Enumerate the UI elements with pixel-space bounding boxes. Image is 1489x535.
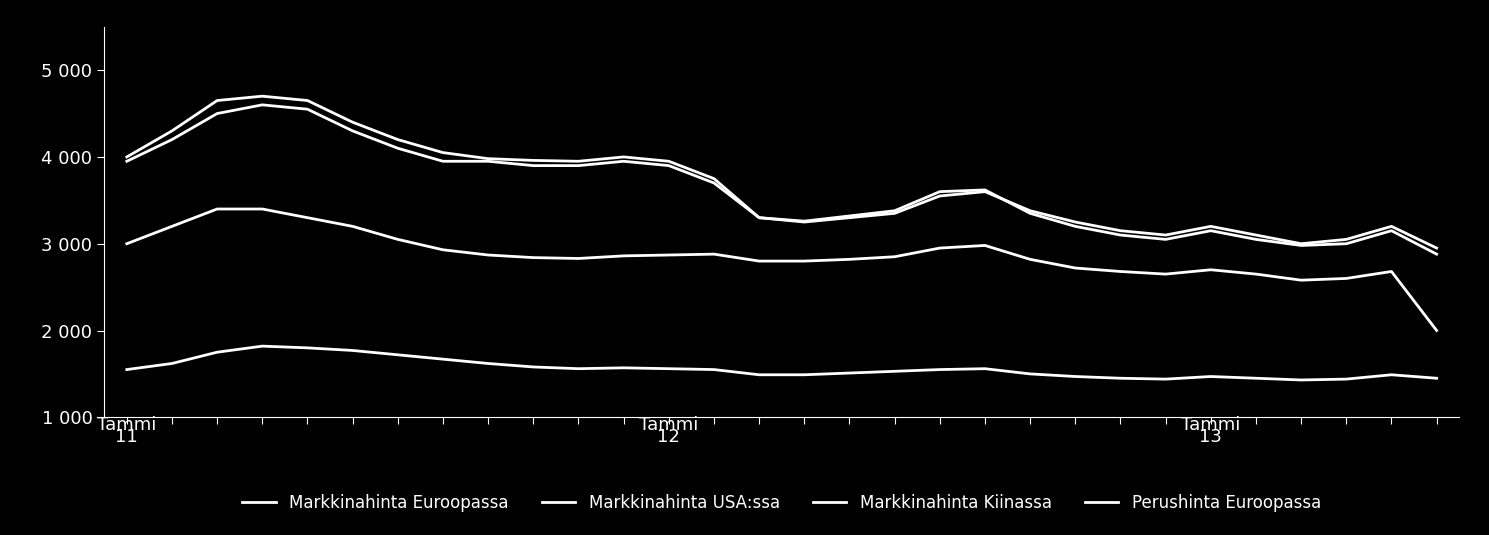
- Text: Tammi: Tammi: [1181, 416, 1240, 434]
- Text: 11: 11: [116, 427, 138, 446]
- Text: Tammi: Tammi: [639, 416, 698, 434]
- Text: 13: 13: [1199, 427, 1222, 446]
- Legend: Markkinahinta Euroopassa, Markkinahinta USA:ssa, Markkinahinta Kiinassa, Perushi: Markkinahinta Euroopassa, Markkinahinta …: [235, 487, 1328, 518]
- Text: Tammi: Tammi: [97, 416, 156, 434]
- Text: 12: 12: [657, 427, 680, 446]
